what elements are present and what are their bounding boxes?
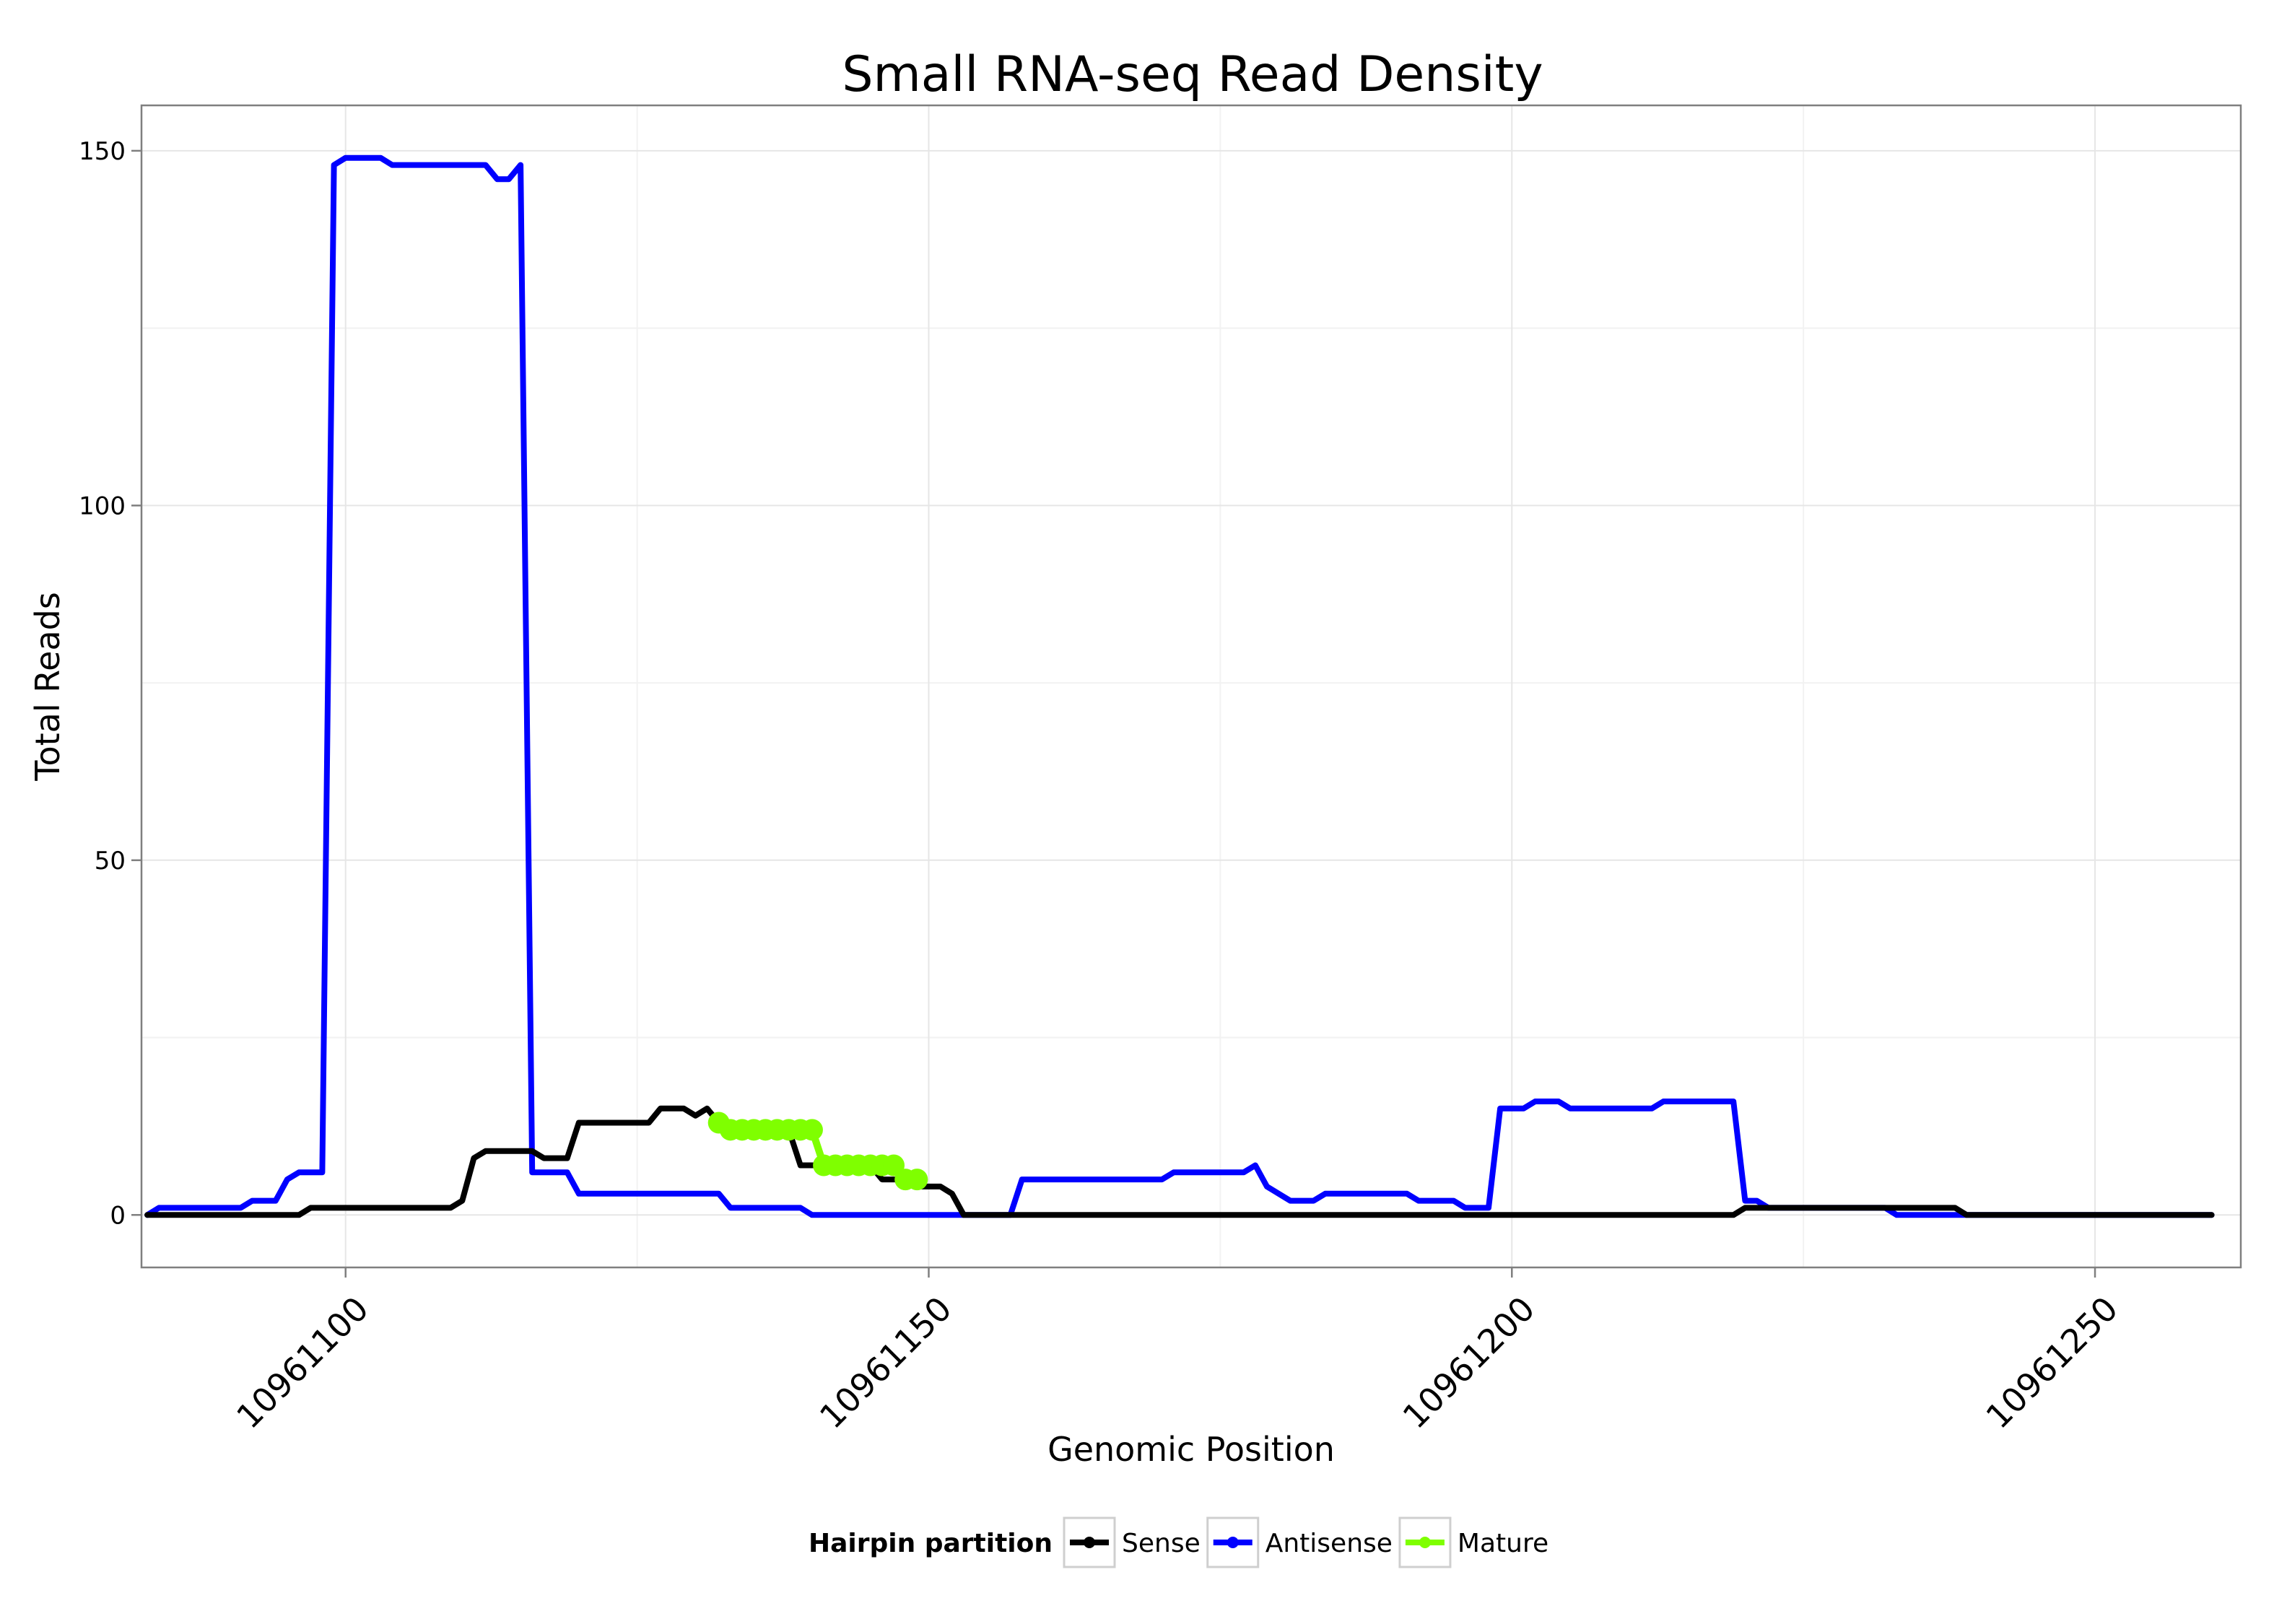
series-line-antisense [144,154,2215,1218]
legend-label-mature: Mature [1458,1529,1548,1558]
legend-key-dot-antisense [1227,1537,1239,1548]
legend-key-dot-mature [1419,1537,1431,1548]
y-tick-label: 150 [79,137,126,166]
grid-major [141,105,2241,1267]
y-tick-label: 0 [110,1201,126,1230]
y-tick-label: 50 [95,847,126,876]
legend-title: Hairpin partition [809,1529,1053,1558]
grid-minor [141,105,2241,1267]
plot-panel-border [140,104,2242,1269]
series-line-sense [144,1105,2215,1218]
legend-keys: Sense Antisense Mature [1063,1516,1548,1568]
legend-key-dot-sense [1084,1537,1095,1548]
data-point-mature [906,1169,928,1191]
series-layer [144,154,2215,1218]
x-axis-title: Genomic Position [1047,1430,1335,1469]
legend-label-sense: Sense [1122,1529,1201,1558]
y-tick-label: 100 [79,492,126,520]
y-axis-title: Total Reads [28,592,67,782]
data-point-mature [801,1119,823,1141]
legend: Hairpin partition Sense Antisense Mature [809,1516,1548,1568]
y-axis: 0 50 100 150 [79,137,141,1230]
legend-label-antisense: Antisense [1265,1529,1393,1558]
chart-title: Small RNA-seq Read Density [842,46,1543,103]
